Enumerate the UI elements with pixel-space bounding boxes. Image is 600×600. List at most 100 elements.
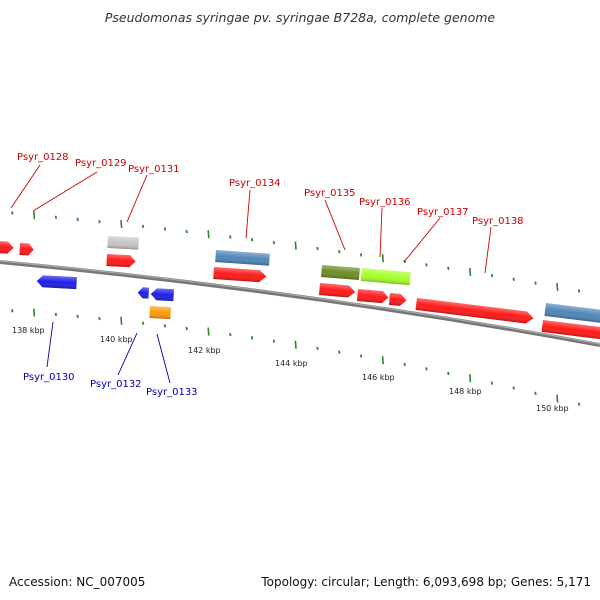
gene-label[interactable]: Psyr_0135 [304, 188, 356, 199]
cds-arrow-forward[interactable] [318, 283, 356, 298]
minor-tick [316, 346, 319, 350]
cds-arrow-forward[interactable] [0, 241, 14, 254]
gene-label[interactable]: Psyr_0130 [23, 372, 75, 383]
major-tick [556, 282, 559, 292]
minor-tick [163, 324, 167, 328]
major-tick [469, 267, 472, 276]
cds-arrow-forward[interactable] [541, 320, 600, 341]
map-title: Pseudomonas syringae pv. syringae B728a,… [104, 10, 496, 25]
gene-labels-forward: Psyr_0128 Psyr_0129 Psyr_0131 Psyr_0134 … [17, 152, 524, 227]
minor-tick [11, 211, 14, 215]
genome-backbone [0, 260, 600, 347]
minor-tick [185, 229, 188, 234]
cds-arrow-reverse[interactable] [137, 287, 149, 299]
major-tick [294, 340, 297, 349]
gene-feature[interactable] [321, 265, 360, 280]
major-tick [207, 327, 210, 336]
cds-arrow-forward[interactable] [388, 293, 407, 306]
genome-summary-text: Topology: circular; Length: 6,093,698 bp… [261, 575, 591, 589]
minor-tick [185, 326, 188, 331]
major-tick [556, 394, 559, 403]
major-tick [33, 211, 36, 220]
minor-tick [250, 238, 254, 242]
leader-lines-reverse [46, 321, 171, 384]
minor-tick [425, 263, 428, 267]
major-tick [469, 374, 472, 383]
gene-feature[interactable] [360, 268, 411, 286]
reverse-track [36, 275, 174, 320]
minor-tick [272, 339, 276, 343]
gene-label[interactable]: Psyr_0129 [75, 158, 127, 169]
minor-tick [534, 391, 537, 395]
minor-tick [163, 227, 167, 231]
major-tick [207, 230, 210, 239]
scale-label: 146 kbp [362, 373, 395, 382]
minor-tick [359, 253, 363, 257]
minor-tick [141, 321, 145, 325]
minor-tick [359, 354, 363, 358]
minor-tick [11, 309, 14, 313]
gene-label[interactable]: Psyr_0133 [146, 387, 198, 398]
cds-arrow-forward[interactable] [356, 289, 389, 304]
minor-tick [403, 362, 406, 367]
scale-label: 138 kbp [12, 326, 45, 335]
minor-tick [512, 386, 515, 390]
major-tick [294, 241, 297, 250]
scale-labels: 138 kbp 140 kbp 142 kbp 144 kbp 146 kbp … [12, 326, 569, 413]
minor-tick [76, 217, 79, 222]
cds-arrow-forward[interactable] [213, 267, 267, 283]
minor-tick [490, 381, 494, 385]
major-tick [33, 308, 36, 317]
minor-tick [141, 224, 145, 229]
scale-label: 148 kbp [449, 387, 482, 396]
major-tick [381, 356, 384, 365]
gene-label[interactable]: Psyr_0138 [472, 216, 524, 227]
leader-lines-forward [10, 164, 492, 274]
minor-tick [512, 277, 515, 281]
minor-tick [534, 281, 537, 285]
cds-arrow-forward[interactable] [19, 243, 34, 256]
scale-label: 150 kbp [536, 404, 569, 413]
minor-tick [98, 220, 101, 224]
minor-tick [577, 402, 581, 406]
cds-arrow-reverse[interactable] [36, 275, 77, 290]
minor-tick [54, 215, 58, 219]
gene-label[interactable]: Psyr_0134 [229, 178, 281, 189]
forward-track [0, 236, 600, 341]
cds-arrow-forward[interactable] [415, 298, 535, 324]
minor-tick [338, 350, 341, 354]
major-tick [381, 254, 384, 263]
gene-label[interactable]: Psyr_0136 [359, 197, 411, 208]
gene-label[interactable]: Psyr_0137 [417, 207, 469, 218]
cds-arrow-reverse[interactable] [150, 288, 174, 302]
scale-label: 142 kbp [188, 346, 221, 355]
minor-tick [76, 314, 79, 319]
lower-tick-row [11, 308, 581, 406]
gene-labels-reverse: Psyr_0130 Psyr_0132 Psyr_0133 [23, 372, 198, 398]
gene-label[interactable]: Psyr_0132 [90, 379, 142, 390]
minor-tick [229, 332, 232, 337]
cds-arrow-forward[interactable] [106, 254, 136, 268]
major-tick [120, 220, 123, 229]
scale-label: 140 kbp [100, 335, 133, 344]
minor-tick [229, 235, 232, 239]
minor-tick [447, 266, 450, 271]
minor-tick [338, 250, 341, 254]
minor-tick [425, 367, 428, 371]
minor-tick [54, 312, 58, 317]
gene-label[interactable]: Psyr_0131 [128, 164, 180, 175]
gene-feature[interactable] [107, 236, 139, 250]
gene-feature[interactable] [544, 303, 600, 324]
minor-tick [316, 246, 319, 251]
accession-text: Accession: NC_007005 [9, 575, 146, 589]
minor-tick [250, 336, 254, 340]
gene-feature-orange[interactable] [149, 306, 171, 320]
minor-tick [98, 316, 101, 321]
upper-tick-row [11, 211, 581, 293]
gene-label[interactable]: Psyr_0128 [17, 152, 69, 163]
major-tick [120, 316, 123, 325]
minor-tick [490, 273, 494, 278]
minor-tick [447, 371, 450, 376]
gene-feature[interactable] [215, 250, 270, 266]
